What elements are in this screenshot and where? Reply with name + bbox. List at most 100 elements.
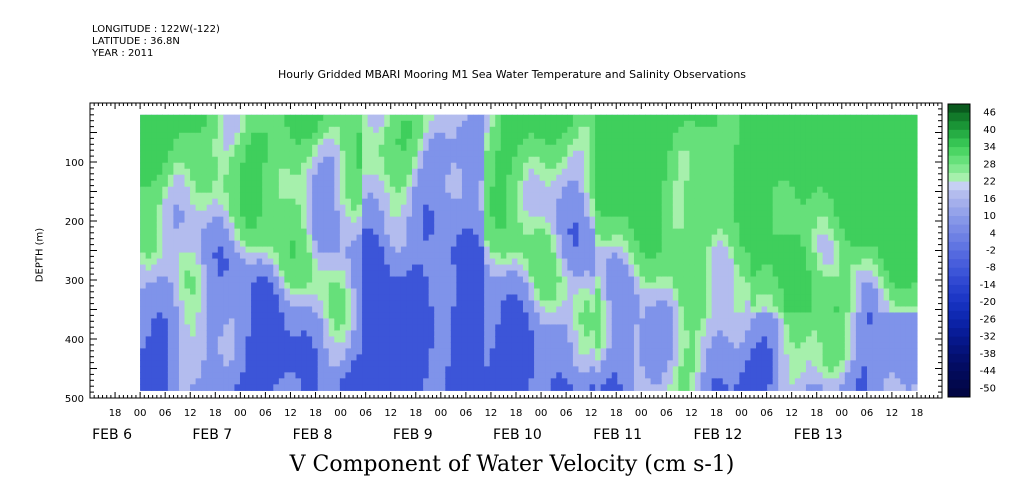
heatmap-cell [461, 306, 469, 314]
heatmap-cell [656, 162, 663, 170]
heatmap-cell [245, 366, 252, 373]
heatmap-cell [356, 366, 363, 373]
heatmap-cell [367, 216, 374, 224]
heatmap-cell [667, 300, 674, 308]
heatmap-cell [539, 192, 546, 200]
heatmap-cell [539, 294, 546, 302]
heatmap-cell [739, 126, 746, 134]
heatmap-cell [151, 144, 158, 152]
heatmap-cell [689, 192, 696, 200]
heatmap-cell [412, 312, 419, 320]
heatmap-cell [467, 294, 474, 302]
heatmap-cell [722, 324, 729, 332]
heatmap-cell [262, 138, 269, 146]
heatmap-cell [356, 300, 363, 308]
heatmap-cell [239, 186, 247, 194]
heatmap-cell [201, 198, 208, 206]
heatmap-cell [301, 264, 308, 272]
heatmap-cell [417, 348, 424, 355]
heatmap-cell [628, 246, 635, 254]
heatmap-cell [301, 168, 308, 176]
heatmap-cell [450, 384, 457, 391]
heatmap-cell [645, 276, 652, 284]
heatmap-cell [739, 234, 746, 242]
heatmap-cell [140, 366, 147, 373]
heatmap-cell [400, 180, 408, 188]
heatmap-cell [295, 312, 302, 320]
heatmap-cell [683, 348, 691, 355]
heatmap-cell [323, 120, 330, 128]
heatmap-cell [400, 330, 408, 338]
heatmap-cell [561, 348, 568, 355]
heatmap-cell [478, 366, 485, 373]
heatmap-cell [184, 210, 191, 218]
heatmap-cell [589, 300, 596, 308]
heatmap-cell [378, 126, 385, 134]
heatmap-cell [239, 138, 247, 146]
heatmap-cell [489, 186, 496, 194]
heatmap-cell [228, 366, 236, 373]
heatmap-cell [178, 366, 186, 373]
heatmap-cell [362, 306, 369, 314]
heatmap-cell [173, 138, 180, 146]
heatmap-cell [606, 222, 613, 230]
heatmap-cell [267, 246, 274, 254]
heatmap-cell [678, 348, 685, 355]
heatmap-cell [606, 384, 613, 391]
heatmap-cell [534, 384, 541, 391]
heatmap-cell [267, 150, 274, 158]
heatmap-cell [511, 378, 519, 385]
heatmap-cell [522, 210, 530, 218]
heatmap-cell [650, 306, 657, 314]
heatmap-cell [495, 192, 502, 200]
heatmap-cell [467, 168, 474, 176]
heatmap-cell [350, 312, 358, 320]
heatmap-cell [406, 294, 413, 302]
heatmap-cell [678, 342, 685, 349]
heatmap-cell [323, 216, 330, 224]
heatmap-cell [395, 360, 402, 367]
heatmap-cell [589, 132, 596, 140]
heatmap-cell [167, 132, 175, 140]
heatmap-cell [378, 144, 385, 152]
heatmap-cell [206, 258, 213, 266]
heatmap-cell [739, 246, 746, 254]
heatmap-cell [284, 324, 291, 332]
heatmap-cell [167, 144, 175, 152]
heatmap-cell [473, 276, 480, 284]
heatmap-cell [600, 126, 607, 134]
heatmap-cell [622, 174, 630, 182]
heatmap-cell [301, 270, 308, 278]
heatmap-cell [717, 330, 724, 338]
heatmap-cell [700, 210, 707, 218]
heatmap-cell [284, 210, 291, 218]
heatmap-cell [545, 168, 552, 176]
heatmap-cell [434, 324, 441, 332]
heatmap-cell [495, 360, 502, 367]
heatmap-cell [323, 210, 330, 218]
heatmap-cell [373, 378, 380, 385]
heatmap-cell [278, 252, 285, 260]
heatmap-cell [167, 162, 175, 170]
heatmap-cell [234, 384, 241, 391]
heatmap-cell [378, 258, 385, 266]
heatmap-cell [534, 174, 541, 182]
heatmap-cell [389, 138, 396, 146]
heatmap-cell [694, 186, 702, 194]
heatmap-cell [572, 360, 580, 367]
heatmap-cell [278, 270, 285, 278]
heatmap-cell [500, 174, 507, 182]
heatmap-cell [467, 378, 474, 385]
heatmap-cell [722, 144, 729, 152]
heatmap-cell [317, 312, 324, 320]
heatmap-cell [389, 186, 396, 194]
heatmap-cell [672, 126, 679, 134]
heatmap-cell [661, 258, 668, 266]
heatmap-cell [328, 150, 335, 158]
heatmap-cell [373, 210, 380, 218]
heatmap-cell [495, 120, 502, 128]
heatmap-cell [672, 306, 679, 314]
heatmap-cell [384, 132, 391, 140]
heatmap-cell [517, 150, 524, 158]
heatmap-cell [595, 324, 602, 332]
